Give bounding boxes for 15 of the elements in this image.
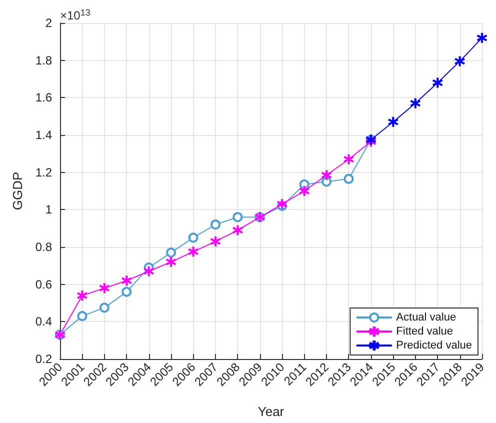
legend-label: Actual value xyxy=(396,312,456,324)
y-tick-label: 0.6 xyxy=(35,277,52,292)
legend-label: Predicted value xyxy=(396,340,472,352)
y-axis-title: GGDP xyxy=(10,172,25,210)
y-tick-label: 0.2 xyxy=(35,352,52,366)
y-tick-label: 1.2 xyxy=(35,165,52,180)
y-tick-label: 0.8 xyxy=(35,240,52,254)
y-tick-label: 1 xyxy=(45,202,52,217)
y-tick-label: 1.6 xyxy=(35,90,52,105)
x-axis-title: Year xyxy=(258,404,285,419)
y-tick-label: 1.4 xyxy=(35,128,52,142)
y-tick-label: 0.4 xyxy=(35,314,52,329)
y-tick-label: 1.8 xyxy=(35,53,52,68)
y-tick-label: 2 xyxy=(45,16,52,30)
legend-label: Fitted value xyxy=(396,326,454,338)
